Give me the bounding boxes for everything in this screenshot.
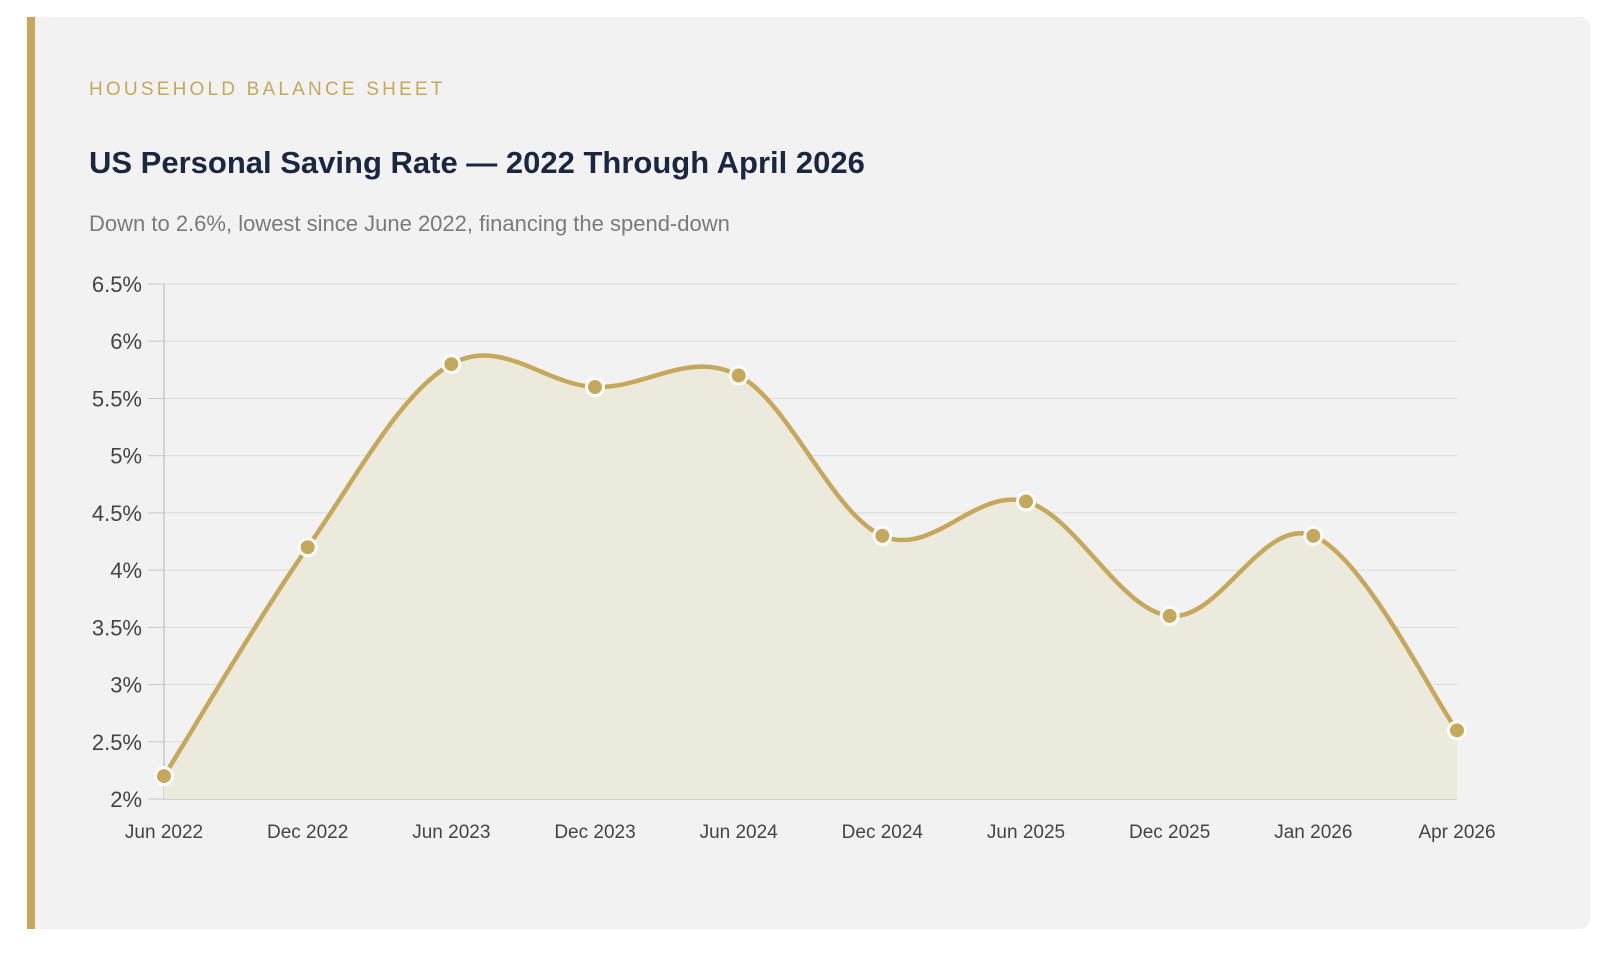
y-tick-label: 2.5% <box>92 730 142 755</box>
data-point[interactable] <box>297 537 318 558</box>
x-tick-label: Jun 2023 <box>412 822 490 843</box>
x-tick-label: Apr 2026 <box>1418 822 1495 843</box>
x-tick-label: Dec 2025 <box>1129 822 1210 843</box>
chart-subtitle: Down to 2.6%, lowest since June 2022, fi… <box>89 211 730 236</box>
y-tick-label: 5.5% <box>92 386 142 411</box>
chart-title: US Personal Saving Rate — 2022 Through A… <box>89 145 865 180</box>
series-line <box>162 353 1459 778</box>
data-point[interactable] <box>1303 525 1324 546</box>
x-tick-label: Jun 2025 <box>987 822 1065 843</box>
data-point[interactable] <box>1447 720 1467 741</box>
data-point[interactable] <box>1159 605 1180 626</box>
data-point[interactable] <box>872 525 893 546</box>
y-tick-label: 4% <box>110 558 142 583</box>
data-point[interactable] <box>154 766 174 787</box>
x-tick-label: Jan 2026 <box>1274 822 1352 843</box>
y-tick-label: 4.5% <box>92 501 142 526</box>
y-tick-label: 2% <box>110 787 142 812</box>
y-tick-label: 5% <box>110 444 142 469</box>
x-tick-label: Dec 2024 <box>842 822 924 843</box>
data-point[interactable] <box>1016 491 1036 512</box>
data-point[interactable] <box>728 365 749 386</box>
area-fill <box>164 355 1457 799</box>
data-points <box>154 354 1467 787</box>
data-point[interactable] <box>585 377 605 397</box>
y-tick-label: 6.5% <box>92 272 142 297</box>
x-tick-label: Jun 2024 <box>700 822 779 843</box>
x-tick-labels: Jun 2022 Dec 2022 Jun 2023 Dec 2023 Jun 2024… <box>125 822 1496 843</box>
y-tick-label: 6% <box>110 329 142 354</box>
y-tick-label: 3.5% <box>92 615 142 640</box>
data-point[interactable] <box>441 354 462 375</box>
y-tick-label: 3% <box>110 673 142 698</box>
x-tick-label: Dec 2023 <box>554 822 635 843</box>
eyebrow-label: HOUSEHOLD BALANCE SHEET <box>89 79 446 100</box>
x-tick-label: Dec 2022 <box>267 822 348 843</box>
x-tick-label: Jun 2022 <box>125 822 203 843</box>
y-tick-labels: 2% 2.5% 3% 3.5% 4% 4.5% 5% 5.5% 6% 6.5% <box>92 272 142 812</box>
